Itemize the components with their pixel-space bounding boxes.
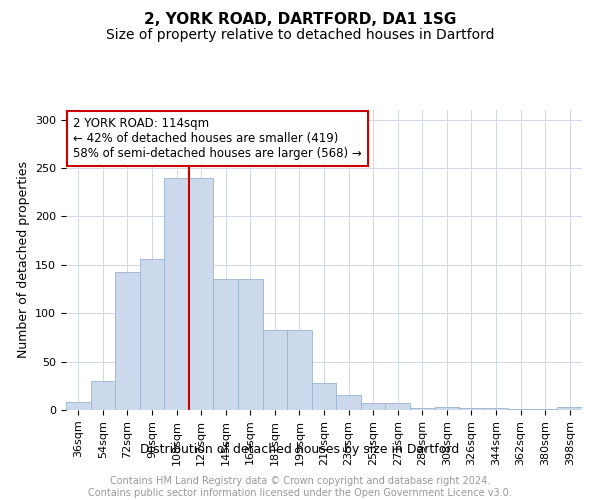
Bar bbox=[533, 409, 557, 410]
Bar bbox=[263, 330, 287, 410]
Bar bbox=[91, 381, 115, 410]
Bar bbox=[361, 403, 385, 410]
Bar bbox=[385, 403, 410, 410]
Bar bbox=[189, 178, 214, 410]
Bar bbox=[287, 330, 312, 410]
Bar bbox=[410, 408, 434, 410]
Y-axis label: Number of detached properties: Number of detached properties bbox=[17, 162, 29, 358]
Bar bbox=[164, 178, 189, 410]
Bar bbox=[508, 409, 533, 410]
Text: 2 YORK ROAD: 114sqm
← 42% of detached houses are smaller (419)
58% of semi-detac: 2 YORK ROAD: 114sqm ← 42% of detached ho… bbox=[73, 117, 362, 160]
Bar bbox=[140, 259, 164, 410]
Text: Contains HM Land Registry data © Crown copyright and database right 2024.
Contai: Contains HM Land Registry data © Crown c… bbox=[88, 476, 512, 498]
Bar bbox=[214, 280, 238, 410]
Bar bbox=[434, 407, 459, 410]
Bar bbox=[557, 407, 582, 410]
Bar bbox=[115, 272, 140, 410]
Text: 2, YORK ROAD, DARTFORD, DA1 1SG: 2, YORK ROAD, DARTFORD, DA1 1SG bbox=[144, 12, 456, 28]
Bar bbox=[238, 280, 263, 410]
Text: Size of property relative to detached houses in Dartford: Size of property relative to detached ho… bbox=[106, 28, 494, 42]
Text: Distribution of detached houses by size in Dartford: Distribution of detached houses by size … bbox=[140, 442, 460, 456]
Bar bbox=[312, 383, 336, 410]
Bar bbox=[66, 402, 91, 410]
Bar bbox=[484, 408, 508, 410]
Bar bbox=[336, 394, 361, 410]
Bar bbox=[459, 408, 484, 410]
